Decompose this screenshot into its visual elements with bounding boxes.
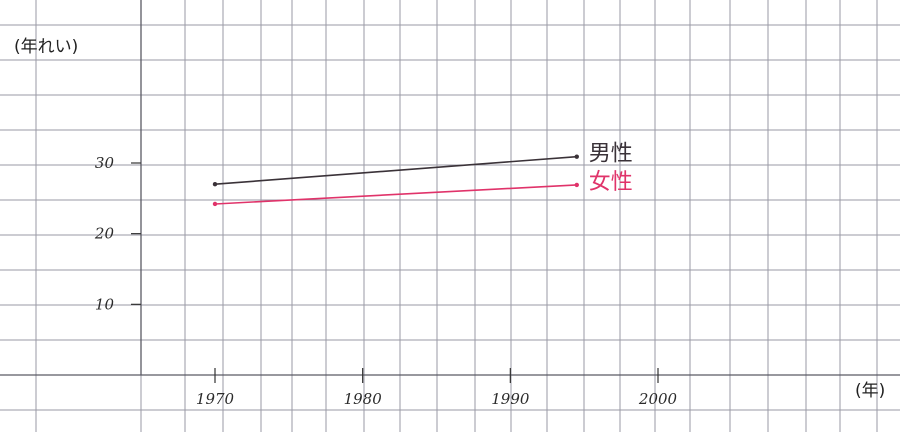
x-tick-label: 1980	[344, 390, 383, 408]
data-point	[212, 182, 218, 187]
series-female: 女性	[212, 170, 633, 207]
series-label: 女性	[589, 170, 633, 195]
x-tick-label: 1970	[196, 390, 235, 408]
data-point	[574, 154, 579, 159]
series-line	[214, 184, 577, 205]
x-axis-title: (年)	[855, 381, 885, 401]
y-tick-label: 30	[95, 154, 115, 172]
ticks: 10 20 30 1970 1980 1990 2000	[94, 154, 678, 408]
x-tick-label: 2000	[638, 390, 678, 408]
series-male: 男性	[212, 142, 633, 187]
data-point	[212, 201, 218, 207]
y-tick-label: 20	[94, 225, 115, 243]
y-tick-label: 10	[95, 295, 115, 313]
data-point	[574, 182, 579, 188]
series-label: 男性	[589, 142, 633, 167]
x-tick-label: 1990	[491, 390, 530, 408]
series-line	[214, 155, 577, 185]
y-axis-title: (年れい)	[14, 37, 78, 57]
